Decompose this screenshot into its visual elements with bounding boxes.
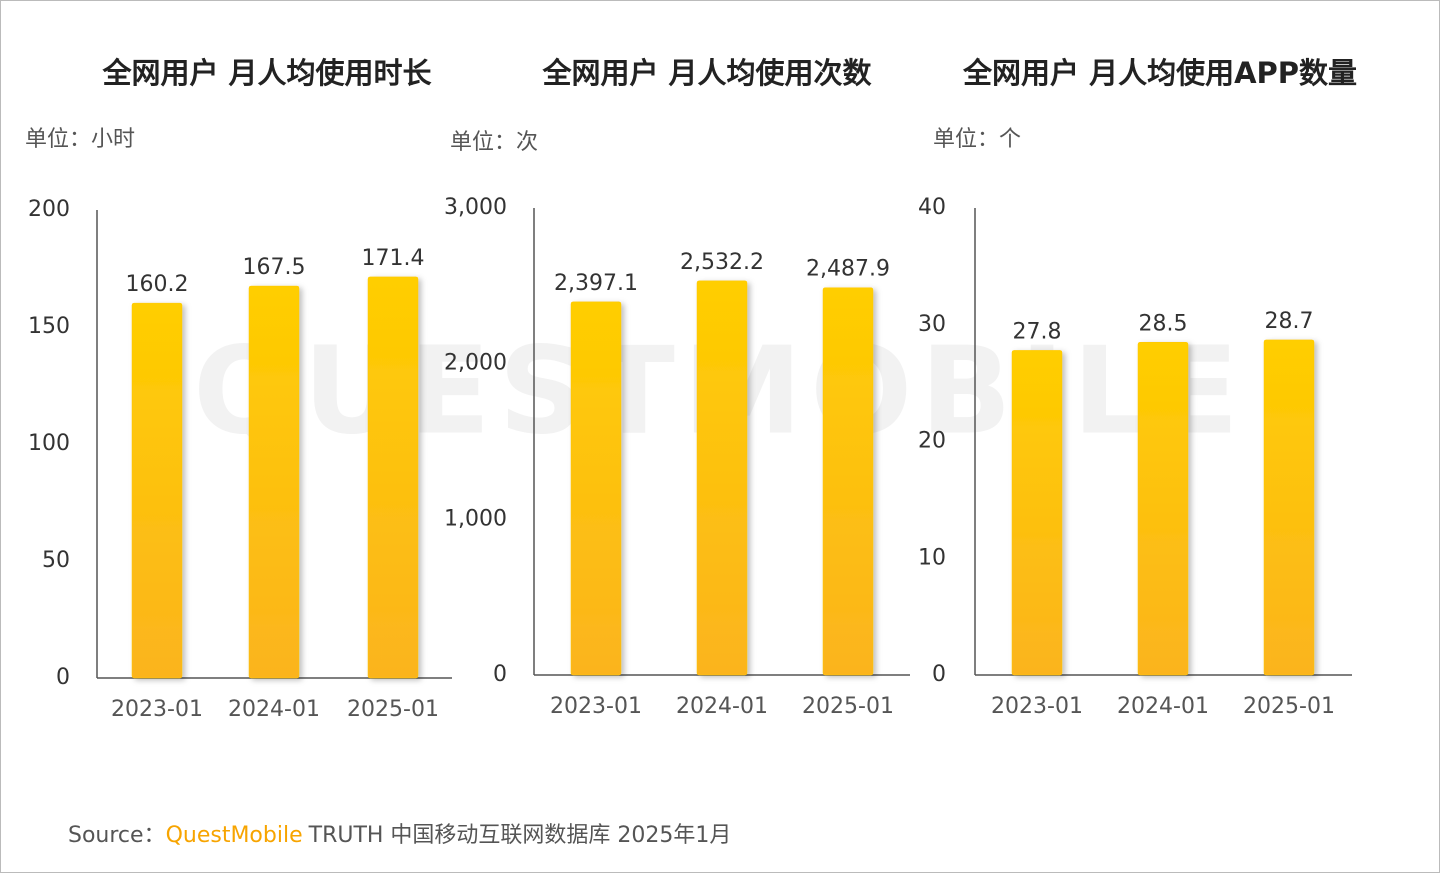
y-tick-label: 10: [918, 545, 946, 570]
source-text: TRUTH 中国移动互联网数据库 2025年1月: [308, 823, 732, 848]
y-tick-label: 40: [918, 195, 946, 220]
x-tick-label: 2024-01: [676, 694, 768, 719]
x-tick-label: 2023-01: [550, 694, 642, 719]
value-label: 2,487.9: [806, 257, 890, 282]
bar: [570, 301, 622, 676]
value-label: 28.7: [1265, 309, 1314, 334]
source-prefix: Source：: [68, 823, 166, 848]
x-tick-label: 2025-01: [802, 694, 894, 719]
y-tick-label: 30: [918, 312, 946, 337]
y-tick-label: 2,000: [444, 351, 507, 376]
y-tick-label: 0: [493, 662, 507, 687]
x-tick-label: 2024-01: [1117, 694, 1209, 719]
y-tick-label: 0: [56, 665, 70, 690]
y-tick-label: 200: [28, 197, 70, 222]
bar: [367, 276, 419, 679]
source: Source：QuestMobile TRUTH 中国移动互联网数据库 2025年…: [68, 823, 731, 848]
x-tick-label: 2023-01: [111, 697, 203, 722]
source-brand: QuestMobile: [166, 823, 303, 848]
x-tick-label: 2025-01: [1243, 694, 1335, 719]
chart-title: 全网用户 月人均使用APP数量: [962, 56, 1357, 90]
y-tick-label: 100: [28, 431, 70, 456]
bar: [131, 302, 183, 679]
bar: [248, 285, 300, 679]
value-label: 28.5: [1139, 311, 1188, 336]
unit-label: 单位：小时: [25, 127, 135, 152]
unit-label: 单位：个: [933, 127, 1021, 152]
unit-label: 单位：次: [450, 130, 538, 155]
x-tick-label: 2023-01: [991, 694, 1083, 719]
value-label: 27.8: [1013, 319, 1062, 344]
y-tick-label: 1,000: [444, 506, 507, 531]
y-tick-label: 150: [28, 314, 70, 339]
bar: [696, 280, 748, 676]
y-tick-label: 0: [932, 662, 946, 687]
bar: [1263, 339, 1315, 676]
x-tick-label: 2024-01: [228, 697, 320, 722]
value-label: 2,397.1: [554, 271, 638, 296]
bar: [822, 287, 874, 676]
chart-title: 全网用户 月人均使用时长: [101, 56, 432, 90]
value-label: 171.4: [362, 246, 425, 271]
y-tick-label: 3,000: [444, 195, 507, 220]
bar: [1011, 350, 1063, 676]
value-label: 167.5: [243, 255, 306, 280]
value-label: 160.2: [126, 272, 189, 297]
value-label: 2,532.2: [680, 250, 764, 275]
bar: [1137, 342, 1189, 676]
y-tick-label: 20: [918, 429, 946, 454]
chart-title: 全网用户 月人均使用次数: [541, 56, 872, 90]
x-tick-label: 2025-01: [347, 697, 439, 722]
y-tick-label: 50: [42, 548, 70, 573]
